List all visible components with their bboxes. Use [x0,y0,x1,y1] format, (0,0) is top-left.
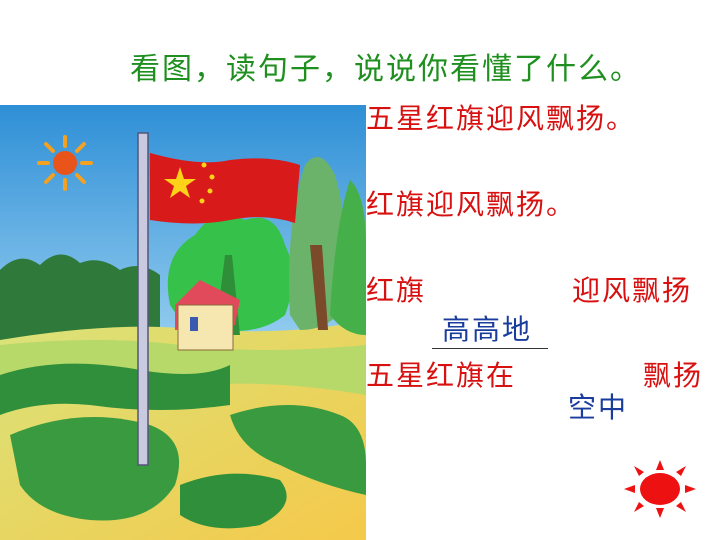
sentence-4-start: 五星红旗在 [366,359,517,392]
page-title: 看图，读句子，说说你看懂了什么。 [130,52,642,87]
sentence-2: 红旗迎风飘扬。 [366,188,577,221]
answer-1: 高高地 [442,313,533,346]
flag-scene-illustration [0,105,366,540]
sentence-1: 五星红旗迎风飘扬。 [366,102,637,135]
answer-2: 空中 [568,391,629,424]
sun-icon[interactable] [622,458,698,520]
sentence-3-start: 红旗 [366,274,427,307]
sentence-3-end: 迎风飘扬 [572,274,693,307]
sentence-4-end: 飘扬 [643,359,704,392]
blank-underline [432,348,548,349]
